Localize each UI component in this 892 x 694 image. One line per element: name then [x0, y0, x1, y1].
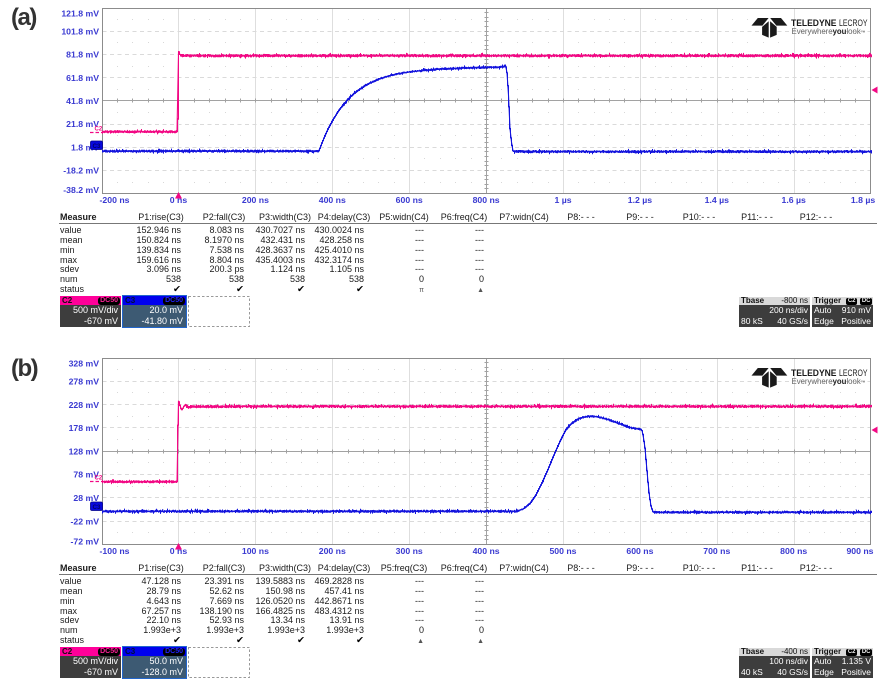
- svg-text:600 ns: 600 ns: [396, 195, 423, 205]
- svg-text:21.8 mV: 21.8 mV: [66, 119, 99, 129]
- svg-text:LECROY: LECROY: [839, 368, 868, 379]
- svg-text:121.8 mV: 121.8 mV: [61, 9, 99, 19]
- svg-text:1.6 µs: 1.6 µs: [782, 195, 806, 205]
- svg-text:1.2 µs: 1.2 µs: [628, 195, 652, 205]
- svg-text:1 µs: 1 µs: [554, 195, 571, 205]
- svg-text:-18.2 mV: -18.2 mV: [63, 166, 99, 176]
- svg-text:228 mV: 228 mV: [69, 400, 100, 410]
- svg-text:900 ns: 900 ns: [846, 546, 873, 556]
- svg-text:100 ns: 100 ns: [242, 546, 269, 556]
- svg-text:81.8 mV: 81.8 mV: [66, 50, 99, 60]
- svg-text:300 ns: 300 ns: [396, 546, 423, 556]
- svg-text:400 ns: 400 ns: [319, 195, 346, 205]
- svg-text:C2: C2: [95, 127, 103, 133]
- svg-text:61.8 mV: 61.8 mV: [66, 73, 99, 83]
- svg-text:200 ns: 200 ns: [242, 195, 269, 205]
- svg-text:-200 ns: -200 ns: [100, 195, 130, 205]
- svg-text:28 mV: 28 mV: [73, 493, 99, 503]
- svg-text:1.8 mV: 1.8 mV: [71, 142, 99, 152]
- svg-text:1.4 µs: 1.4 µs: [705, 195, 729, 205]
- svg-text:LECROY: LECROY: [839, 18, 868, 29]
- svg-text:41.8 mV: 41.8 mV: [66, 96, 99, 106]
- svg-text:-100 ns: -100 ns: [100, 546, 130, 556]
- svg-text:400 ns: 400 ns: [473, 546, 500, 556]
- svg-text:-38.2 mV: -38.2 mV: [63, 185, 99, 195]
- svg-text:128 mV: 128 mV: [69, 446, 100, 456]
- svg-text:C3: C3: [93, 143, 101, 150]
- svg-text:-22 mV: -22 mV: [71, 516, 100, 526]
- svg-text:0 ns: 0 ns: [170, 195, 188, 205]
- svg-text:TELEDYNE: TELEDYNE: [791, 18, 837, 29]
- svg-text:Everywhereyoulook™: Everywhereyoulook™: [792, 377, 866, 386]
- svg-text:278 mV: 278 mV: [69, 377, 100, 387]
- svg-text:700 ns: 700 ns: [703, 546, 730, 556]
- svg-text:C3: C3: [93, 504, 101, 511]
- svg-text:600 ns: 600 ns: [626, 546, 653, 556]
- svg-text:1.8 µs: 1.8 µs: [851, 195, 875, 205]
- svg-text:78 mV: 78 mV: [73, 470, 99, 480]
- svg-text:C2: C2: [95, 476, 103, 482]
- svg-text:328 mV: 328 mV: [69, 359, 100, 369]
- svg-text:0 ns: 0 ns: [170, 546, 188, 556]
- svg-text:178 mV: 178 mV: [69, 423, 100, 433]
- svg-text:Everywhereyoulook™: Everywhereyoulook™: [792, 27, 866, 36]
- svg-text:800 ns: 800 ns: [780, 546, 807, 556]
- svg-text:500 ns: 500 ns: [549, 546, 576, 556]
- svg-text:101.8 mV: 101.8 mV: [61, 26, 99, 36]
- svg-text:TELEDYNE: TELEDYNE: [791, 368, 837, 379]
- svg-text:200 ns: 200 ns: [319, 546, 346, 556]
- svg-text:-72 mV: -72 mV: [71, 537, 100, 547]
- svg-text:800 ns: 800 ns: [473, 195, 500, 205]
